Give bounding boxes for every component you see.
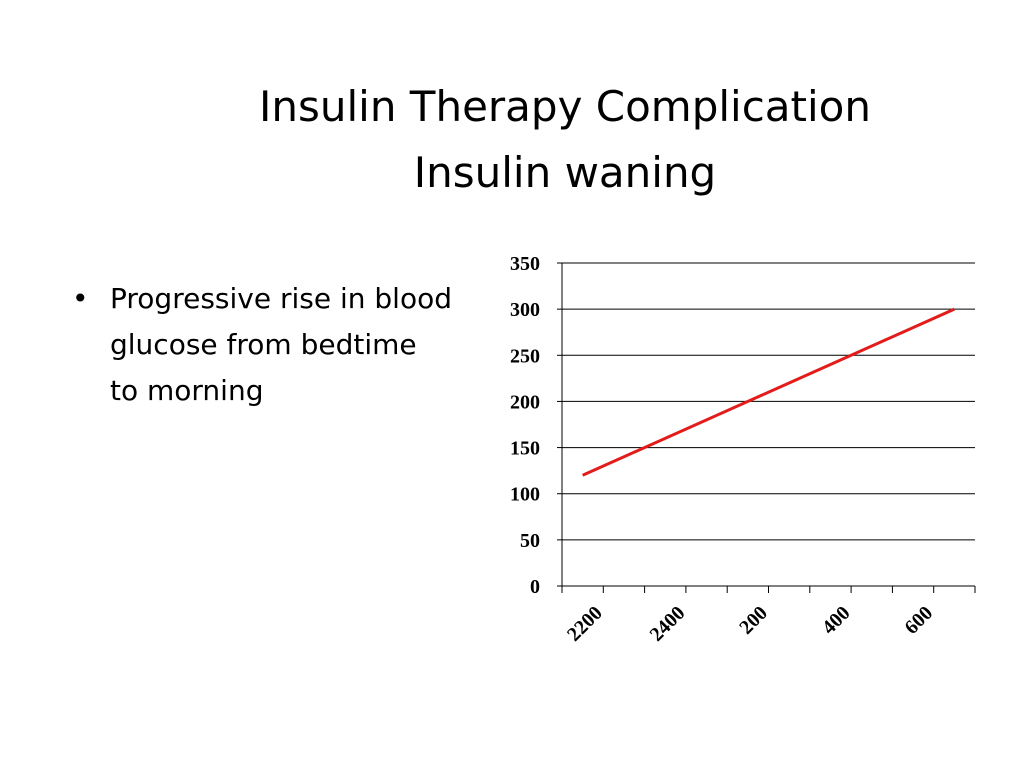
- x-tick-label: 600: [900, 602, 937, 639]
- y-tick-label: 100: [510, 484, 540, 506]
- y-tick-label: 200: [510, 391, 540, 413]
- y-tick-label: 0: [530, 576, 540, 598]
- bullet-list: • Progressive rise in blood glucose from…: [72, 276, 452, 414]
- x-tick-label: 2400: [646, 602, 690, 646]
- x-tick-label: 400: [818, 602, 855, 639]
- slide-title: Insulin Therapy Complication Insulin wan…: [150, 74, 980, 205]
- x-tick-label: 2200: [563, 602, 607, 646]
- bullet-dot-icon: •: [72, 282, 89, 315]
- y-tick-label: 250: [510, 345, 540, 367]
- x-tick-label: 200: [735, 602, 772, 639]
- bullet-text: Progressive rise in blood glucose from b…: [110, 282, 452, 407]
- title-line-1: Insulin Therapy Complication: [258, 82, 871, 131]
- y-tick-label: 50: [520, 530, 540, 552]
- title-line-2: Insulin waning: [413, 147, 717, 197]
- y-tick-label: 350: [510, 253, 540, 275]
- y-tick-label: 300: [510, 299, 540, 321]
- series-line: [582, 307, 955, 477]
- bullet-item: • Progressive rise in blood glucose from…: [72, 276, 452, 414]
- y-tick-label: 150: [510, 438, 540, 460]
